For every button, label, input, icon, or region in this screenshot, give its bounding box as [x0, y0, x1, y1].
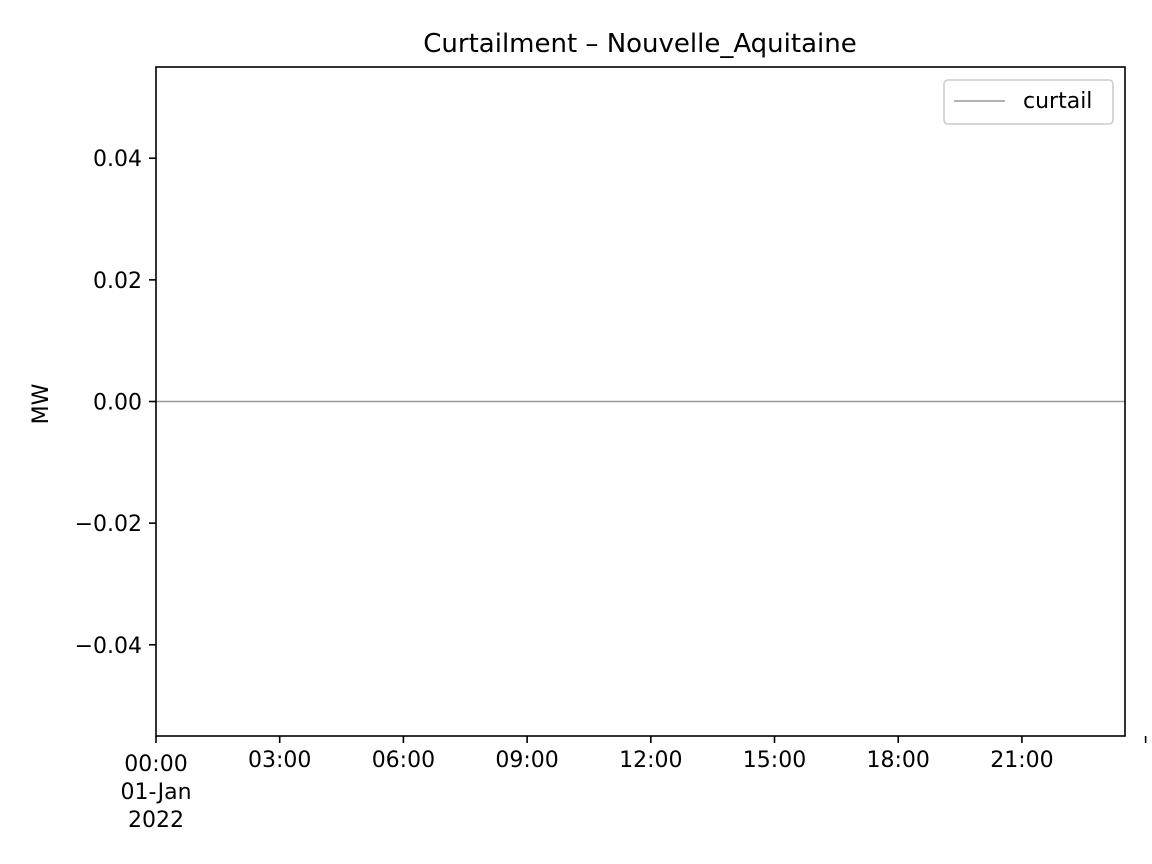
legend: curtail — [943, 79, 1114, 125]
x-tick-label: 06:00 — [372, 748, 435, 773]
x-tick-label: 01-Jan — [120, 780, 191, 805]
x-axis: 00:00 01-Jan 2022 03:00 06:00 09:00 12:00 15:00… — [120, 736, 1147, 833]
y-tick-label: 0.02 — [93, 269, 142, 294]
y-tick-label: −0.04 — [75, 634, 142, 659]
x-tick-label: 2022 — [128, 808, 184, 833]
x-tick-label: 03:00 — [248, 748, 311, 773]
y-axis-label: MW — [29, 383, 54, 424]
x-tick-label: 00:00 — [124, 752, 187, 777]
x-tick-label: 18:00 — [867, 748, 930, 773]
y-tick-label: 0.00 — [93, 391, 142, 416]
legend-box — [943, 79, 1114, 125]
y-axis: −0.04 −0.02 0.00 0.02 0.04 — [75, 147, 156, 659]
legend-label-curtail: curtail — [1023, 89, 1092, 114]
chart-title: Curtailment – Nouvelle_Aquitaine — [423, 29, 856, 59]
y-tick-label: 0.04 — [93, 147, 142, 172]
x-tick-label: 21:00 — [990, 748, 1053, 773]
x-tick-label: 12:00 — [619, 748, 682, 773]
x-tick-label: 15:00 — [743, 748, 806, 773]
x-tick-label: 09:00 — [495, 748, 558, 773]
plot-frame — [155, 66, 1126, 737]
y-tick-label: −0.02 — [75, 512, 142, 537]
